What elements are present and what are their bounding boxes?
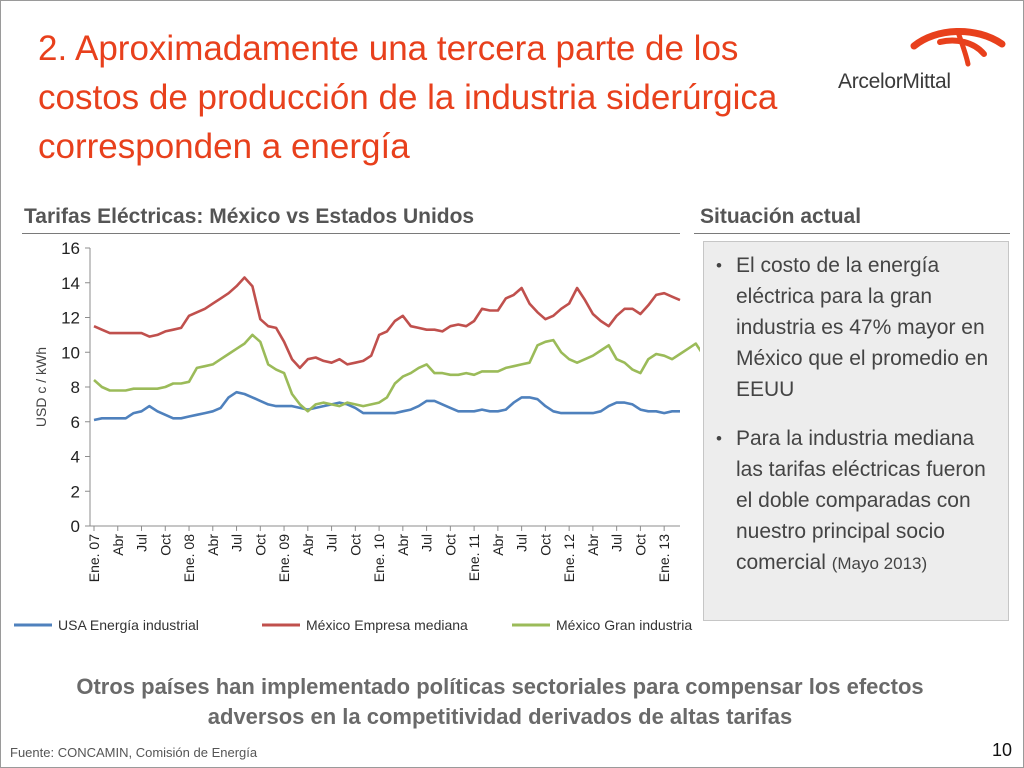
y-tick-label: 8 — [71, 378, 80, 397]
x-tick-label: Oct — [632, 534, 648, 556]
page-number: 10 — [992, 740, 1013, 760]
x-tick-label: Ene. 10 — [371, 534, 387, 582]
footer-message: Otros países han implementado políticas … — [76, 674, 924, 729]
y-tick-label: 0 — [71, 517, 80, 536]
legend-label: USA Energía industrial — [58, 617, 199, 633]
y-tick-label: 2 — [71, 482, 80, 501]
x-tick-label: Abr — [490, 534, 506, 556]
series-line-1 — [93, 390, 680, 422]
x-tick-label: Abr — [585, 534, 601, 556]
x-tick-label: Jul — [134, 534, 150, 552]
y-tick-label: 6 — [71, 413, 80, 432]
x-tick-label: Oct — [442, 534, 458, 556]
side-heading-divider — [694, 233, 1010, 234]
bullet-item: • Para la industria mediana las tarifas … — [714, 423, 1000, 579]
x-tick-label: Jul — [514, 534, 530, 552]
legend-label: México Gran industria — [556, 617, 692, 633]
situation-panel: • El costo de la energía eléctrica para … — [703, 241, 1009, 621]
y-axis-label: USD c / kWh — [33, 347, 49, 427]
side-heading: Situación actual — [700, 205, 862, 228]
x-tick-label: Abr — [395, 534, 411, 556]
x-tick-label: Ene. 11 — [466, 534, 482, 581]
x-tick-label: Jul — [609, 534, 625, 552]
bullet-list: • El costo de la energía eléctrica para … — [704, 242, 1008, 579]
x-tick-label: Abr — [300, 534, 316, 556]
bullet-note: (Mayo 2013) — [831, 554, 928, 573]
chart-heading-divider — [22, 233, 680, 234]
bullet-icon: • — [716, 256, 722, 275]
x-tick-label: Jul — [419, 534, 435, 552]
x-tick-label: Jul — [229, 534, 245, 552]
y-tick-label: 16 — [61, 239, 80, 258]
y-tick-label: 10 — [61, 343, 80, 362]
x-tick-label: Oct — [537, 534, 553, 556]
series-line-3 — [93, 333, 700, 413]
series-line-2 — [93, 276, 681, 370]
tariff-line-chart: 0 2 4 6 8 10 12 14 16 USD c / kWh Ene. 07 Abr Jul Oct… — [14, 239, 700, 633]
x-tick-label: Ene. 07 — [86, 534, 102, 582]
y-tick-label: 4 — [71, 448, 80, 467]
chart-heading: Tarifas Eléctricas: México vs Estados Un… — [24, 205, 475, 228]
bullet-item: • El costo de la energía eléctrica para … — [714, 250, 1000, 405]
bullet-icon: • — [716, 429, 722, 448]
x-tick-label: Oct — [157, 534, 173, 556]
x-tick-label: Abr — [205, 534, 221, 556]
legend-label: México Empresa mediana — [306, 617, 468, 633]
x-tick-label: Ene. 09 — [276, 534, 292, 582]
x-tick-label: Ene. 12 — [561, 534, 577, 582]
y-tick-label: 14 — [61, 274, 80, 293]
bullet-text: Para la industria mediana las tarifas el… — [736, 427, 986, 574]
bullet-text: El costo de la energía eléctrica para la… — [736, 254, 989, 401]
x-tick-label: Jul — [324, 534, 340, 552]
y-tick-label: 12 — [61, 309, 80, 328]
x-tick-label: Ene. 13 — [656, 534, 672, 582]
source-note: Fuente: CONCAMIN, Comisión de Energía — [10, 745, 258, 760]
slide-title: 2. Aproximadamente una tercera parte de … — [38, 29, 778, 166]
arcelormittal-logo — [910, 27, 1006, 67]
logo-wordmark: ArcelorMittal — [838, 70, 951, 93]
x-tick-label: Oct — [252, 534, 268, 556]
x-tick-label: Ene. 08 — [181, 534, 197, 582]
x-tick-label: Abr — [110, 534, 126, 556]
x-tick-label: Oct — [347, 534, 363, 556]
